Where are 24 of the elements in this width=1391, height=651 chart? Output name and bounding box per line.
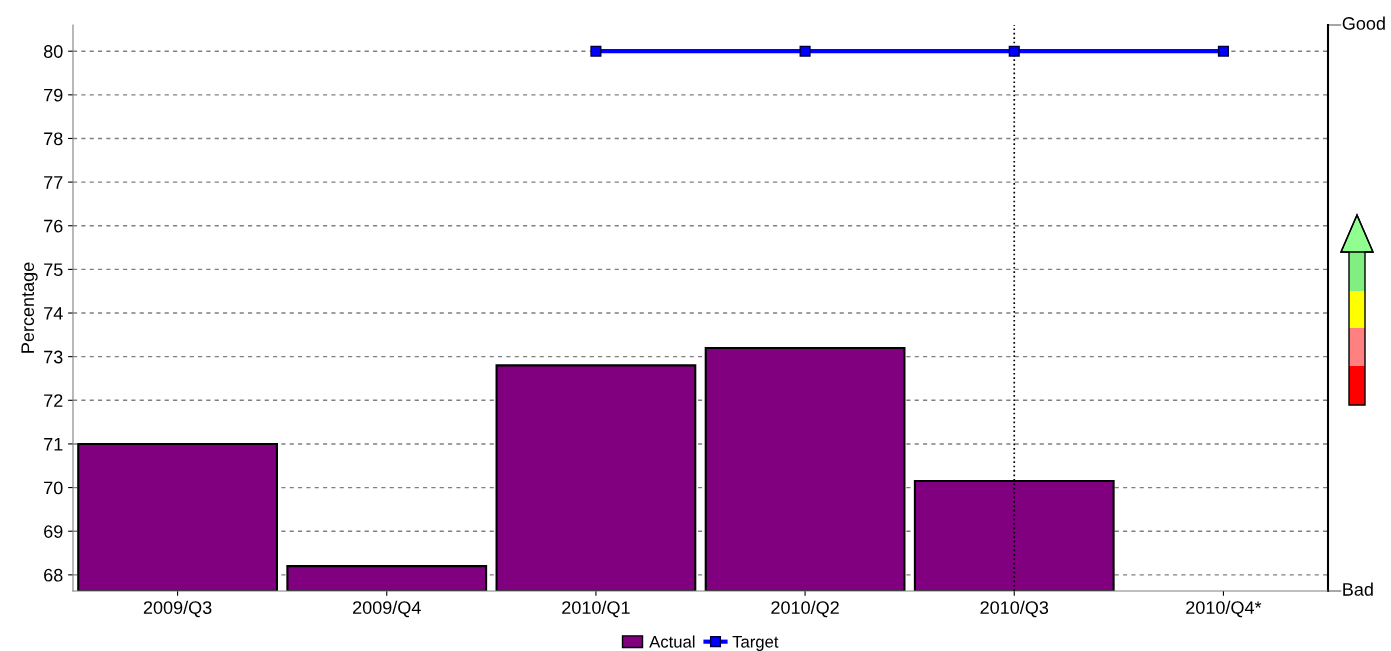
legend-label: Actual <box>649 635 695 648</box>
text: Good <box>1342 16 1385 30</box>
legend-label: Target <box>732 636 779 651</box>
y-tick-label: 74 <box>44 307 63 320</box>
y-tick-label: 75 <box>44 263 63 277</box>
x-tick-label: 2010/Q3 <box>980 600 1049 618</box>
x-tick-label: 2010/Q4* <box>1186 600 1262 618</box>
y-axis-title: Percentage <box>21 262 38 353</box>
y-tick-label: 77 <box>44 176 63 189</box>
y-tick-label: 79 <box>44 88 63 102</box>
y-tick-label: 70 <box>44 481 63 495</box>
x-tick-label: 2010/Q2 <box>771 600 839 618</box>
text: Bad <box>1343 582 1373 596</box>
y-tick-label: 73 <box>44 350 63 364</box>
x-tick-label: 2010/Q1 <box>562 600 630 618</box>
x-tick-label: 2009/Q3 <box>143 600 212 618</box>
y-tick-label: 72 <box>44 394 63 407</box>
x-tick-label: 2009/Q4 <box>353 600 421 618</box>
y-tick-label: 68 <box>44 568 63 582</box>
y-tick-label: 76 <box>44 219 63 233</box>
y-tick-label: 78 <box>44 132 63 146</box>
y-tick-label: 71 <box>44 438 63 451</box>
y-tick-label: 80 <box>43 45 63 58</box>
y-tick-label: 69 <box>44 525 63 538</box>
